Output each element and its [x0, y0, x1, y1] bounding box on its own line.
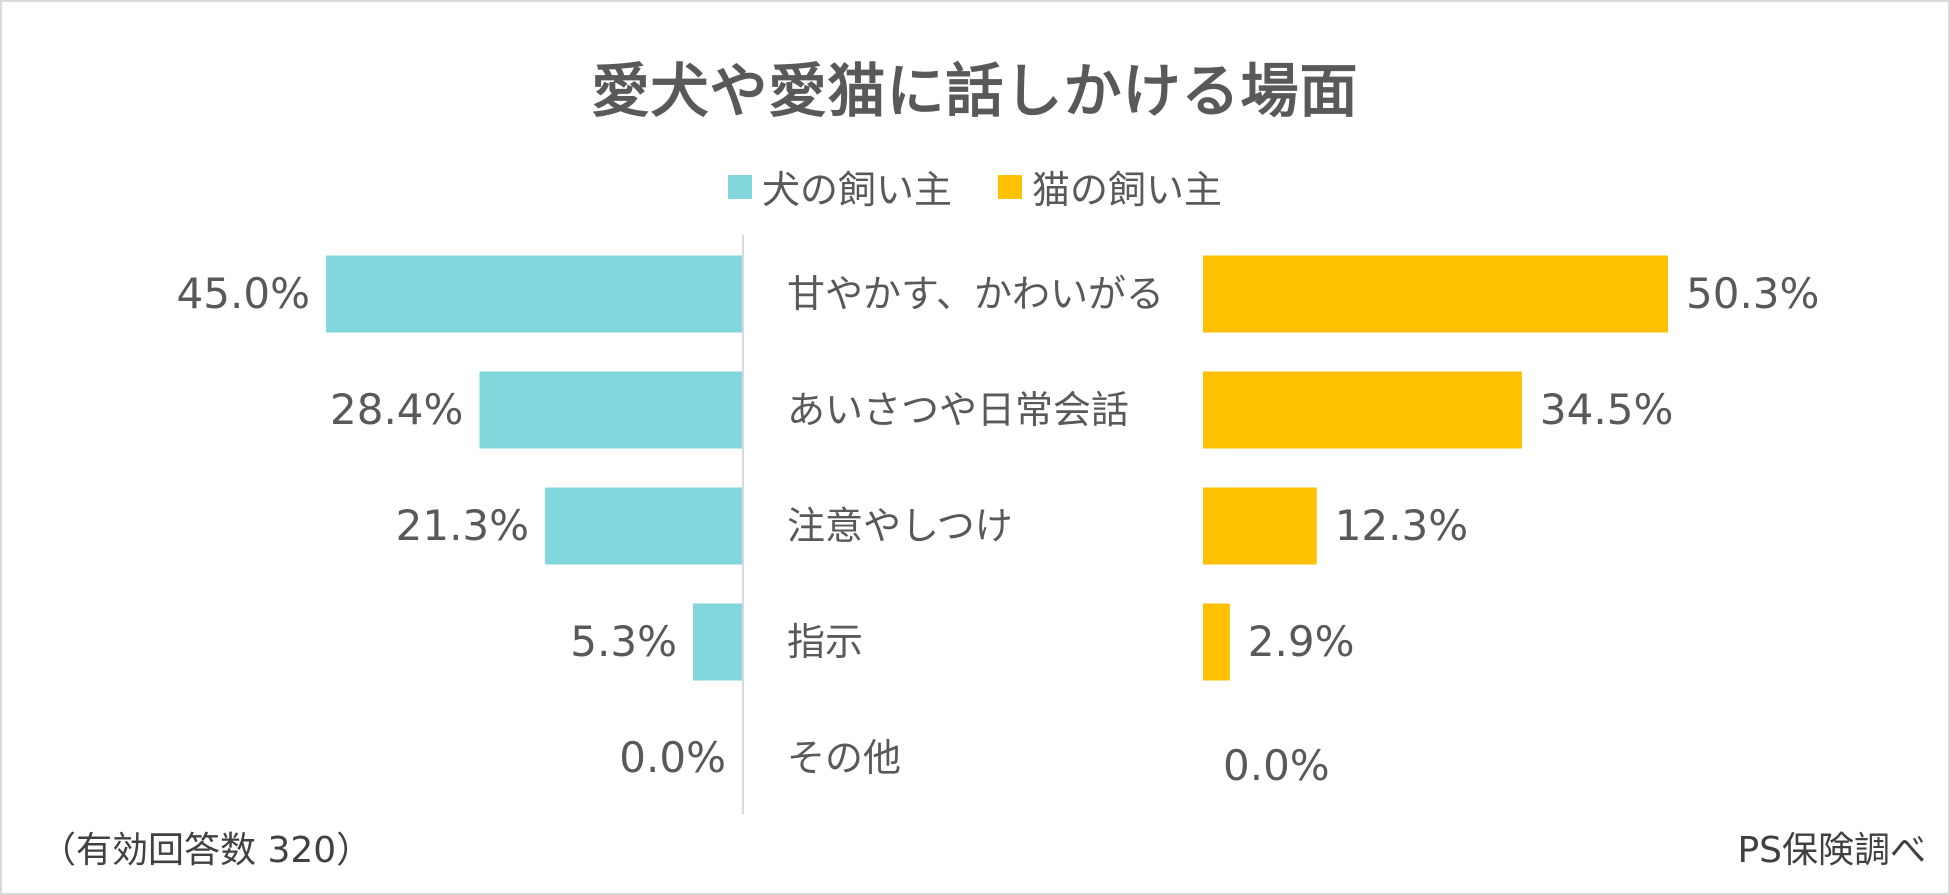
dog-bar — [545, 487, 742, 565]
category-label: 注意やしつけ — [787, 504, 1013, 548]
cat-data-label: 12.3% — [1335, 501, 1468, 550]
legend-swatch-cat — [998, 174, 1022, 199]
cat-data-label: 0.0% — [1223, 741, 1330, 790]
dog-data-label: 0.0% — [619, 733, 726, 782]
dog-data-label: 45.0% — [177, 269, 310, 318]
dog-data-label: 5.3% — [570, 617, 677, 666]
dog-bar — [325, 255, 742, 333]
dog-data-label: 28.4% — [330, 385, 463, 434]
cat-bar — [1203, 255, 1668, 333]
legend-label-cat: 猫の飼い主 — [1032, 168, 1223, 212]
legend-swatch-dog — [727, 174, 752, 199]
dog-bar — [479, 371, 742, 449]
dog-bar — [693, 603, 742, 681]
chart-title: 愛犬や愛猫に話しかける場面 — [591, 57, 1359, 125]
category-label: その他 — [787, 736, 901, 780]
category-label: 甘やかす、かわいがる — [787, 272, 1164, 316]
legend-item-cat: 猫の飼い主 — [998, 159, 1222, 214]
cat-data-label: 34.5% — [1540, 385, 1673, 434]
source-credit: PS保険調べ — [1737, 830, 1926, 871]
legend: 犬の飼い主 猫の飼い主 — [2, 159, 1948, 214]
legend-label-dog: 犬の飼い主 — [761, 168, 952, 212]
cat-bar — [1203, 603, 1230, 681]
legend-item-dog: 犬の飼い主 — [727, 159, 952, 214]
dog-data-label: 21.3% — [396, 501, 529, 550]
category-label: 指示 — [787, 620, 863, 664]
cat-data-label: 2.9% — [1248, 617, 1355, 666]
cat-data-label: 50.3% — [1686, 269, 1819, 318]
cat-bar — [1203, 371, 1522, 449]
cat-bar — [1203, 487, 1317, 565]
category-label: あいさつや日常会話 — [787, 388, 1129, 432]
response-count-note: （有効回答数 320） — [40, 830, 373, 871]
